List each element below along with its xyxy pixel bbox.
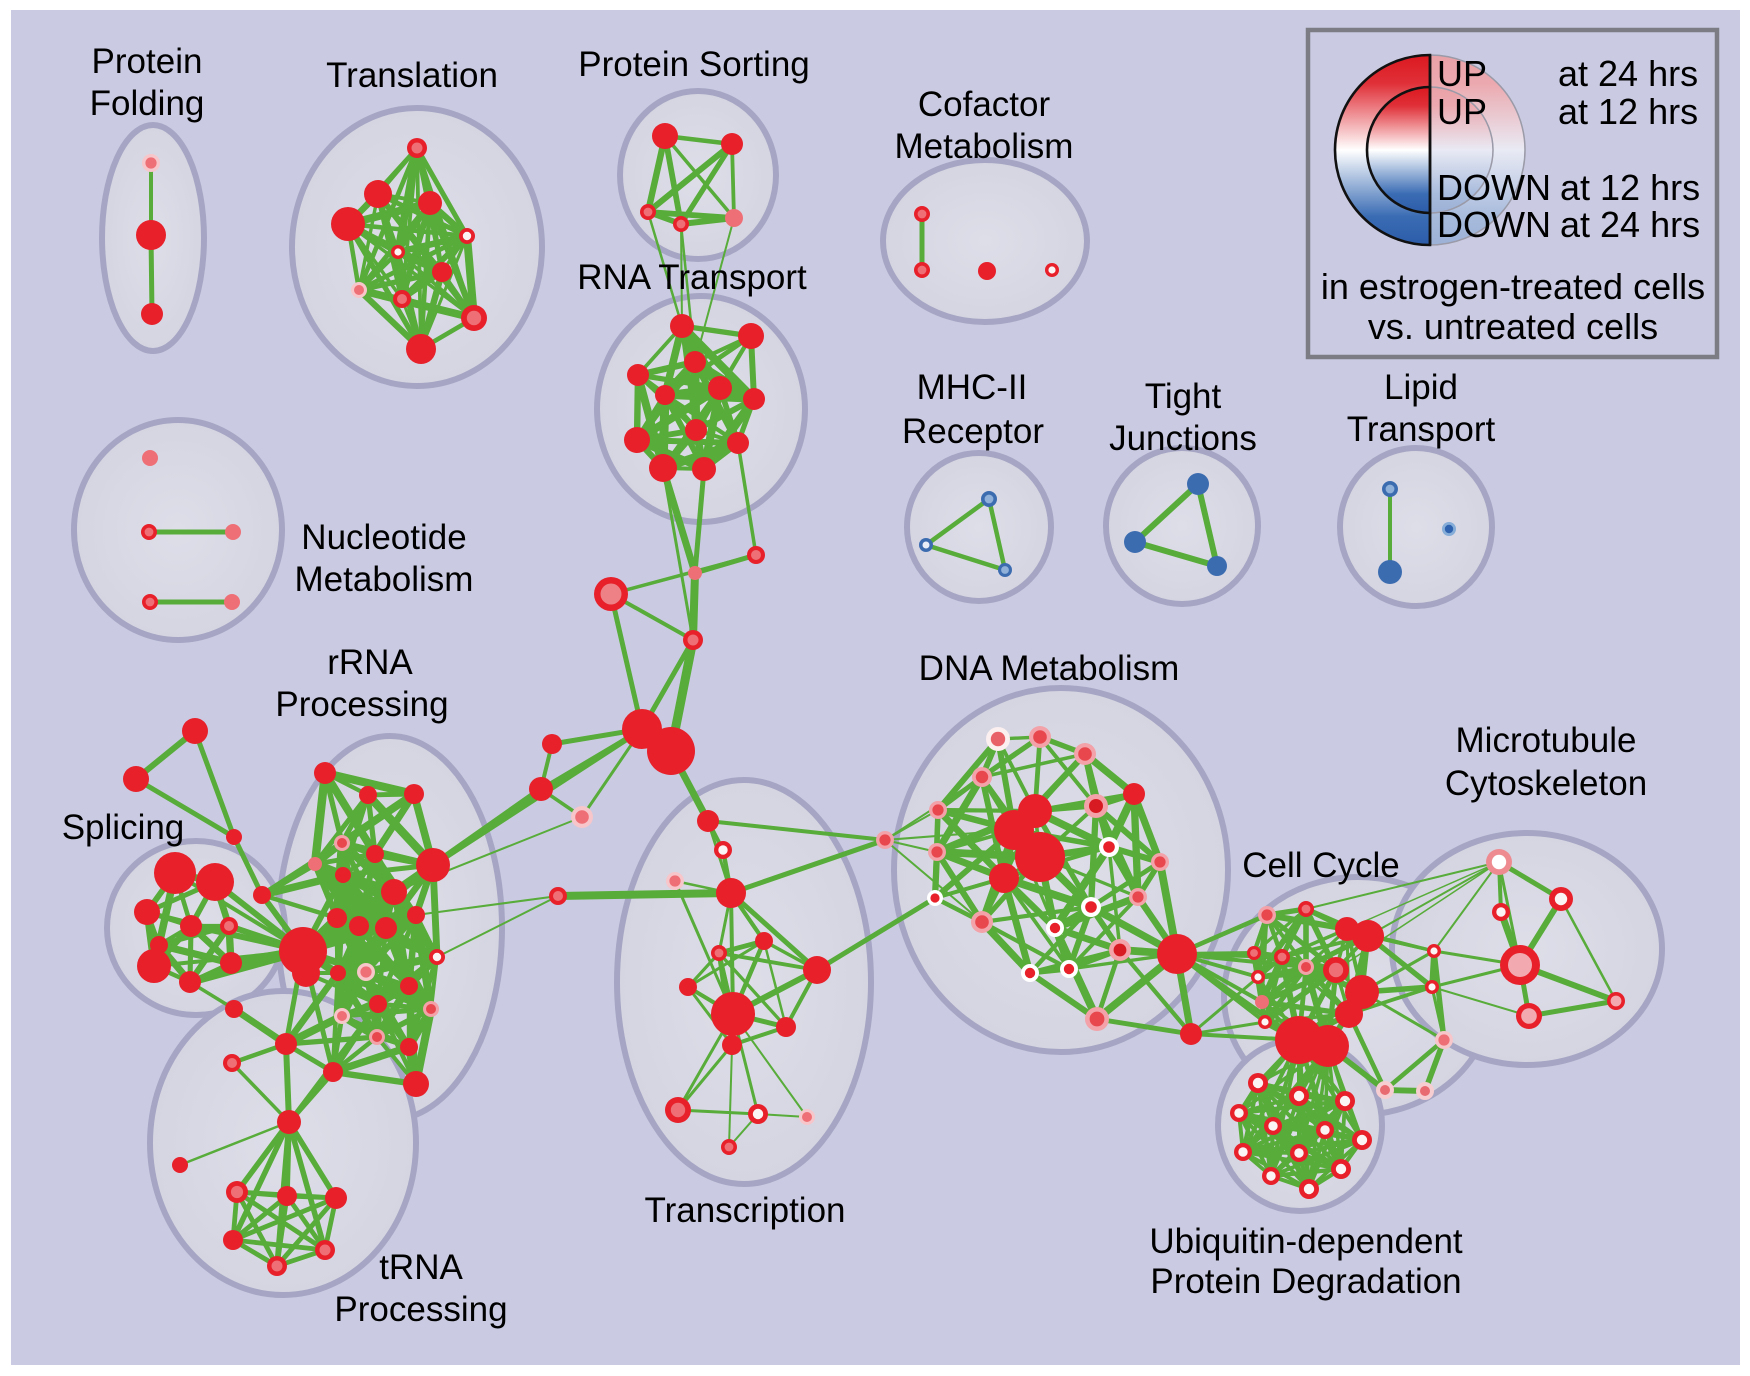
svg-text:Transcription: Transcription (645, 1191, 846, 1230)
svg-text:UP: UP (1437, 91, 1487, 132)
svg-text:Protein Sorting: Protein Sorting (578, 45, 810, 84)
svg-text:Processing: Processing (334, 1290, 507, 1329)
svg-text:Cell Cycle: Cell Cycle (1242, 846, 1400, 885)
svg-text:Transport: Transport (1347, 410, 1496, 449)
svg-text:Nucleotide: Nucleotide (301, 518, 466, 557)
svg-text:Cofactor: Cofactor (918, 85, 1051, 124)
svg-text:Protein: Protein (92, 42, 203, 81)
svg-text:Translation: Translation (326, 56, 498, 95)
svg-text:at 24 hrs: at 24 hrs (1560, 204, 1700, 245)
svg-text:Microtubule: Microtubule (1456, 721, 1637, 760)
svg-text:Processing: Processing (275, 685, 448, 724)
svg-text:Splicing: Splicing (62, 808, 185, 847)
svg-text:Cytoskeleton: Cytoskeleton (1445, 764, 1647, 803)
svg-text:Folding: Folding (90, 84, 205, 123)
svg-text:RNA Transport: RNA Transport (577, 258, 807, 297)
svg-text:tRNA: tRNA (379, 1248, 463, 1287)
svg-text:Junctions: Junctions (1109, 419, 1257, 458)
svg-text:Tight: Tight (1145, 377, 1222, 416)
svg-text:UP: UP (1437, 53, 1487, 94)
svg-text:Metabolism: Metabolism (295, 560, 474, 599)
svg-text:at 24 hrs: at 24 hrs (1558, 53, 1698, 94)
svg-text:rRNA: rRNA (327, 643, 413, 682)
svg-text:MHC-II: MHC-II (917, 368, 1028, 407)
svg-text:Metabolism: Metabolism (895, 127, 1074, 166)
svg-text:Protein Degradation: Protein Degradation (1150, 1262, 1461, 1301)
svg-text:Lipid: Lipid (1384, 368, 1458, 407)
svg-text:Ubiquitin-dependent: Ubiquitin-dependent (1149, 1222, 1463, 1261)
svg-text:Receptor: Receptor (902, 412, 1044, 451)
svg-text:at 12 hrs: at 12 hrs (1560, 167, 1700, 208)
svg-text:vs. untreated cells: vs. untreated cells (1368, 306, 1658, 347)
svg-text:DOWN: DOWN (1437, 167, 1551, 208)
svg-text:DOWN: DOWN (1437, 204, 1551, 245)
svg-text:in estrogen-treated cells: in estrogen-treated cells (1321, 266, 1705, 307)
svg-text:DNA Metabolism: DNA Metabolism (919, 649, 1180, 688)
svg-text:at 12 hrs: at 12 hrs (1558, 91, 1698, 132)
